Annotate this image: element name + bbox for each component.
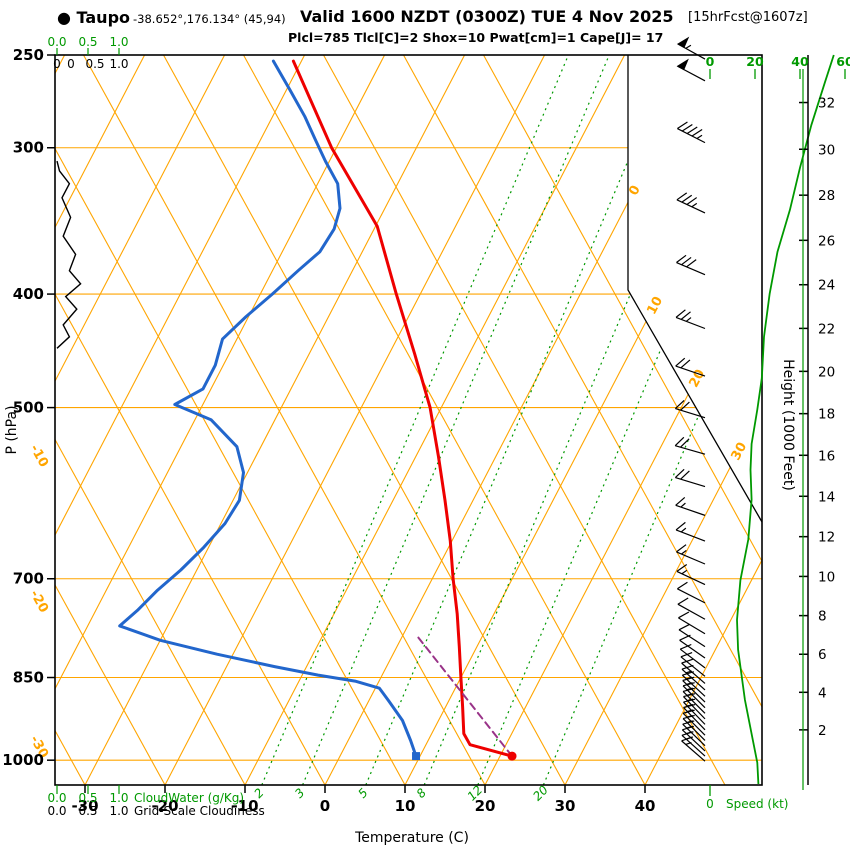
svg-text:Grid-Scale Cloudiness: Grid-Scale Cloudiness xyxy=(134,804,265,818)
forecast-tag: [15hrFcst@1607z] xyxy=(688,10,808,25)
svg-text:Temperature (C): Temperature (C) xyxy=(354,830,469,846)
svg-text:Height (1000 Feet): Height (1000 Feet) xyxy=(780,359,796,491)
svg-text:1.0: 1.0 xyxy=(109,35,128,49)
station-name: ● Taupo xyxy=(57,8,131,27)
valid-time: Valid 1600 NZDT (0300Z) TUE 4 Nov 2025 xyxy=(300,7,674,26)
svg-text:0.5: 0.5 xyxy=(78,804,97,818)
svg-text:0.0: 0.0 xyxy=(47,791,66,805)
svg-text:10: 10 xyxy=(818,569,835,585)
svg-text:250: 250 xyxy=(13,46,44,64)
surface-dewpoint-marker xyxy=(412,752,421,761)
speed-profile-curve xyxy=(736,54,835,785)
temperature-curve xyxy=(291,59,514,758)
svg-text:32: 32 xyxy=(818,96,835,112)
svg-text:30: 30 xyxy=(818,142,835,158)
svg-text:8: 8 xyxy=(818,609,827,625)
profile-curves xyxy=(56,59,517,761)
svg-text:18: 18 xyxy=(818,407,835,423)
svg-text:0: 0 xyxy=(67,57,75,71)
svg-text:5: 5 xyxy=(355,786,370,801)
svg-text:0.0: 0.0 xyxy=(47,804,66,818)
svg-text:14: 14 xyxy=(818,489,835,505)
dewpoint-curve xyxy=(118,59,418,758)
svg-text:0.5: 0.5 xyxy=(85,57,104,71)
svg-text:20: 20 xyxy=(818,364,835,380)
svg-text:20: 20 xyxy=(746,54,764,69)
svg-text:28: 28 xyxy=(818,188,835,204)
svg-text:P (hPa): P (hPa) xyxy=(4,405,20,454)
svg-text:0: 0 xyxy=(706,54,715,69)
svg-text:10: 10 xyxy=(644,294,666,317)
svg-text:-30: -30 xyxy=(71,797,98,815)
cloud-scales: 0.0 0.5 1.00 0 0.5 1.00.0 0.5 1.0 CloudWater (g/… xyxy=(47,35,264,818)
svg-text:-20: -20 xyxy=(151,797,178,815)
svg-text:1.0: 1.0 xyxy=(109,57,128,71)
station-coords: -38.652°,176.134° (45,94) xyxy=(133,12,286,26)
svg-text:30: 30 xyxy=(555,797,576,815)
svg-text:1000: 1000 xyxy=(2,751,44,769)
svg-text:Speed (kt): Speed (kt) xyxy=(726,797,788,811)
svg-text:CloudWater (g/Kg): CloudWater (g/Kg) xyxy=(134,791,244,805)
svg-text:400: 400 xyxy=(13,285,44,303)
svg-text:30: 30 xyxy=(729,440,751,463)
svg-text:40: 40 xyxy=(791,54,809,69)
sounding-params: Plcl=785 Tlcl[C]=2 Shox=10 Pwat[cm]=1 Ca… xyxy=(288,30,664,45)
svg-text:0.5: 0.5 xyxy=(78,791,97,805)
svg-text:1.0: 1.0 xyxy=(109,791,128,805)
svg-text:16: 16 xyxy=(818,448,835,464)
svg-text:60: 60 xyxy=(836,54,850,69)
skewt-grid xyxy=(55,55,762,785)
svg-text:12: 12 xyxy=(818,530,835,546)
svg-text:0: 0 xyxy=(706,797,714,811)
svg-text:700: 700 xyxy=(13,570,44,588)
wind-barbs xyxy=(674,36,706,762)
surface-temp-marker xyxy=(507,751,517,761)
svg-text:850: 850 xyxy=(13,669,44,687)
svg-text:-10: -10 xyxy=(27,442,52,470)
svg-text:1.0: 1.0 xyxy=(109,804,128,818)
cloudiness-curve xyxy=(56,160,82,349)
pressure-axis: 250 300 400 500 700 850 1000 P (hPa) xyxy=(2,46,55,769)
svg-text:40: 40 xyxy=(635,797,656,815)
svg-text:3: 3 xyxy=(292,786,307,801)
parcel-line xyxy=(416,636,513,758)
svg-text:20: 20 xyxy=(475,797,496,815)
svg-text:0.5: 0.5 xyxy=(78,35,97,49)
svg-text:22: 22 xyxy=(818,321,835,337)
plot-frame xyxy=(54,54,763,786)
svg-text:-10: -10 xyxy=(231,797,258,815)
svg-text:4: 4 xyxy=(818,685,827,701)
svg-text:0: 0 xyxy=(626,183,643,198)
svg-text:20: 20 xyxy=(686,367,708,390)
svg-text:300: 300 xyxy=(13,139,44,157)
svg-text:0: 0 xyxy=(320,797,330,815)
svg-text:10: 10 xyxy=(395,797,416,815)
svg-text:-20: -20 xyxy=(27,588,52,616)
svg-text:0.0: 0.0 xyxy=(47,35,66,49)
svg-text:2: 2 xyxy=(818,723,827,739)
speed-axis: 0 20 40 60 0 Speed (kt) xyxy=(706,54,850,811)
temperature-axis: -30 -20 -10 0 10 20 30 40 Temperature (C) xyxy=(71,785,655,846)
svg-text:6: 6 xyxy=(818,647,827,663)
svg-text:8: 8 xyxy=(414,785,430,801)
svg-text:0: 0 xyxy=(53,57,61,71)
svg-text:26: 26 xyxy=(818,233,835,249)
svg-text:24: 24 xyxy=(818,278,835,294)
svg-text:500: 500 xyxy=(13,399,44,417)
